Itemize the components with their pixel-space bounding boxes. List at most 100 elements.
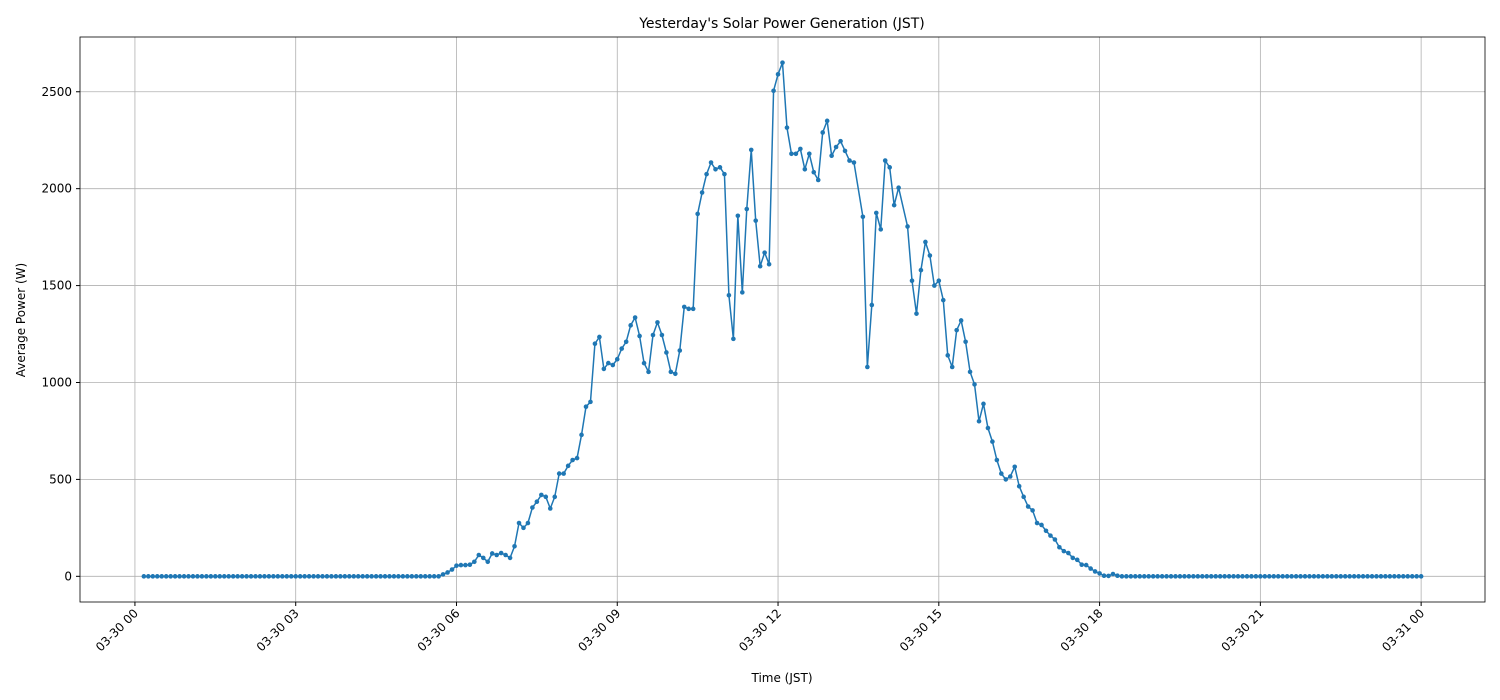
point: [1155, 574, 1160, 579]
point: [409, 574, 415, 579]
point: [748, 147, 754, 153]
point: [592, 341, 598, 347]
point: [458, 562, 464, 568]
point: [606, 360, 611, 366]
point: [1133, 574, 1138, 579]
point: [1164, 574, 1169, 579]
y-tick-label: 1000: [41, 375, 72, 389]
point: [1226, 574, 1232, 579]
point: [369, 574, 374, 579]
point: [887, 165, 892, 170]
point: [1396, 574, 1402, 579]
point: [257, 574, 263, 579]
point: [400, 574, 406, 579]
point: [1074, 557, 1080, 563]
point: [480, 555, 486, 561]
point: [248, 574, 254, 579]
point: [981, 401, 986, 407]
point: [766, 261, 772, 267]
point: [1249, 574, 1254, 579]
point: [141, 574, 147, 579]
y-tick-label: 2500: [41, 85, 72, 99]
point: [391, 574, 397, 579]
point: [338, 574, 343, 579]
point: [1141, 574, 1147, 579]
point: [905, 224, 910, 229]
point: [717, 165, 723, 170]
point: [1066, 550, 1071, 556]
point: [762, 250, 767, 255]
point: [726, 292, 732, 298]
point: [1338, 574, 1344, 579]
point: [253, 574, 258, 579]
point: [235, 574, 240, 579]
point: [1070, 555, 1076, 561]
point: [722, 171, 727, 177]
point: [1168, 574, 1174, 579]
point: [918, 267, 924, 273]
point: [302, 574, 307, 579]
point: [204, 574, 209, 579]
point: [284, 574, 290, 579]
point: [731, 336, 736, 342]
point: [1356, 574, 1361, 579]
point: [1061, 548, 1067, 554]
point: [221, 574, 227, 579]
point: [1012, 464, 1018, 470]
point: [543, 494, 549, 500]
point: [1365, 574, 1370, 579]
point: [1124, 574, 1129, 579]
point: [311, 574, 316, 579]
point: [239, 574, 245, 579]
point: [199, 574, 205, 579]
point: [699, 190, 705, 195]
point: [847, 158, 852, 163]
point: [431, 574, 437, 579]
point: [838, 138, 843, 144]
x-tick-label: 03-30 09: [575, 606, 623, 654]
y-axis-label: Average Power (W): [14, 263, 28, 377]
point: [561, 471, 566, 476]
point: [1222, 574, 1227, 579]
point: [1262, 574, 1268, 579]
point: [190, 574, 196, 579]
point: [168, 574, 173, 579]
point: [181, 574, 187, 579]
point: [1360, 574, 1366, 579]
point: [440, 572, 446, 577]
point: [579, 432, 584, 438]
point: [668, 369, 674, 375]
point: [208, 574, 214, 579]
point: [498, 550, 504, 556]
point: [704, 171, 709, 177]
point: [1159, 574, 1165, 579]
point: [547, 506, 553, 511]
point: [1320, 574, 1326, 579]
point: [945, 353, 951, 358]
point: [1307, 574, 1312, 579]
point: [172, 574, 178, 579]
point: [972, 382, 977, 387]
point: [927, 253, 933, 258]
point: [985, 425, 991, 431]
point: [512, 543, 517, 549]
point: [882, 158, 888, 163]
point: [159, 574, 165, 579]
point: [690, 306, 696, 312]
point: [534, 499, 540, 504]
point: [226, 574, 232, 579]
point: [306, 574, 312, 579]
point: [378, 574, 383, 579]
point: [686, 306, 692, 312]
point: [351, 574, 357, 579]
point: [1383, 574, 1388, 579]
point: [1101, 573, 1107, 579]
point: [163, 574, 169, 579]
point: [949, 364, 955, 370]
point: [958, 318, 964, 323]
point: [364, 574, 370, 579]
point: [954, 327, 959, 333]
point: [521, 525, 526, 531]
point: [601, 366, 607, 372]
